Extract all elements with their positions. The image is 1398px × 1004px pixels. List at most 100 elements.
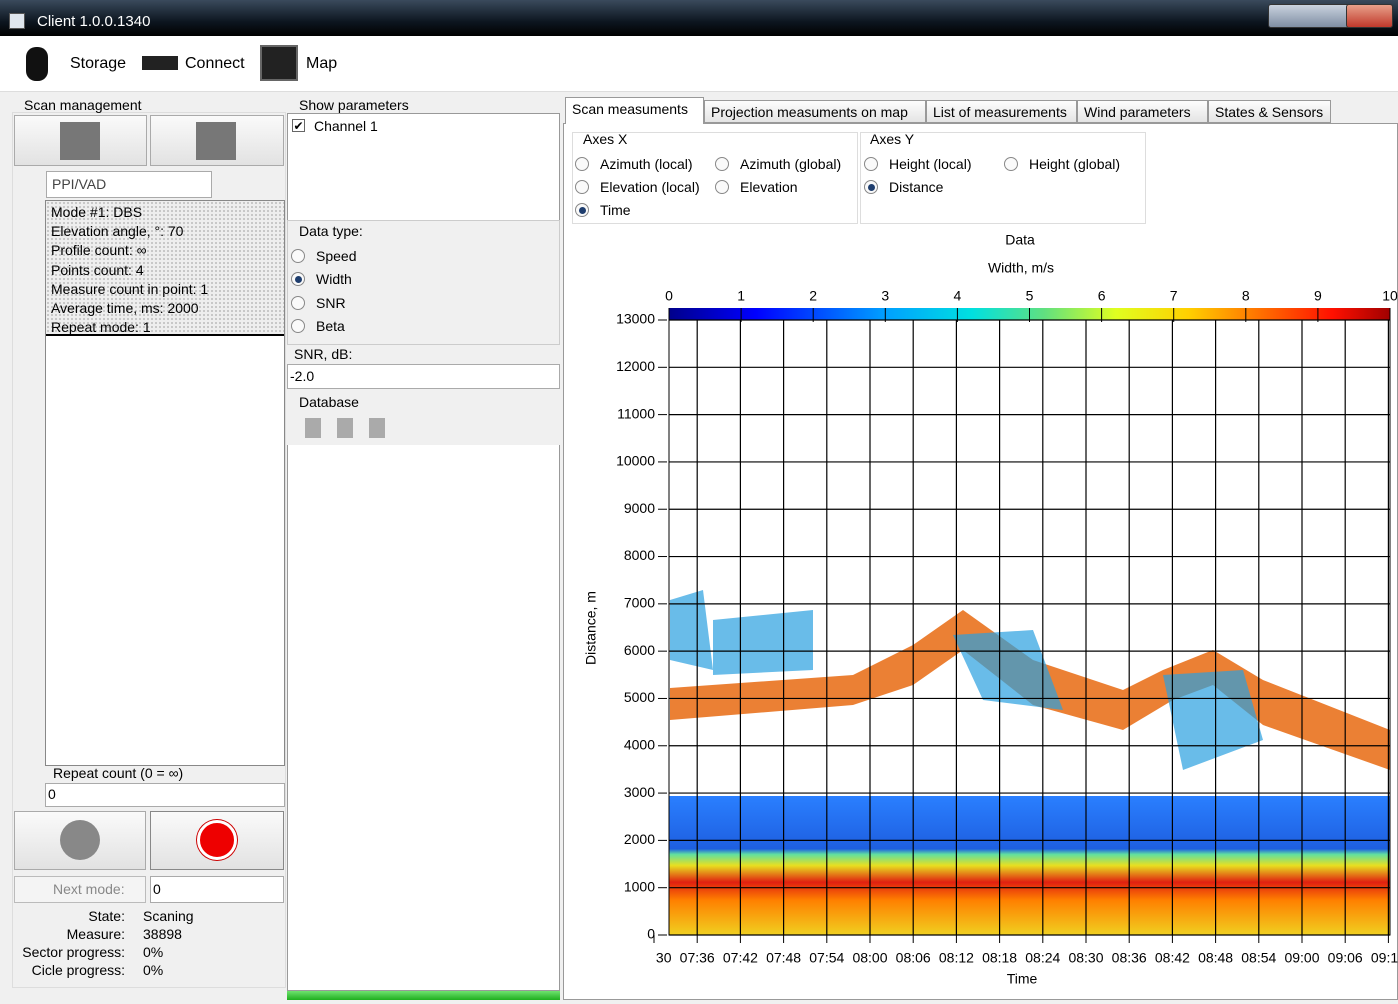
tab-label: Wind parameters (1084, 104, 1191, 120)
map-icon (260, 45, 298, 81)
colorbar-label: Width, m/s (988, 260, 1054, 276)
next-mode-label: Next mode: (53, 881, 125, 897)
colorbar-tick-label: 10 (1382, 288, 1398, 304)
y-tick-label: 3000 (624, 784, 655, 800)
x-tick-label: 08:48 (1198, 950, 1233, 966)
x-tick-label: 08:36 (1112, 950, 1147, 966)
next-mode-input[interactable] (150, 876, 284, 903)
status-value: Scaning (143, 908, 194, 924)
connect-icon (142, 56, 178, 70)
colorbar-tick-label: 0 (665, 288, 673, 304)
tab-label: Projection measuments on map (711, 104, 908, 120)
y-tick-label: 10000 (616, 453, 655, 469)
y-tick-label: 6000 (624, 642, 655, 658)
channel-label: Channel 1 (314, 118, 378, 134)
colorbar-tick-label: 6 (1098, 288, 1106, 304)
toolbar-button: Map (306, 56, 337, 72)
title-bar (0, 0, 1398, 36)
axis-radio[interactable] (1004, 157, 1018, 171)
colorbar-tick-label: 4 (954, 288, 962, 304)
app-icon (9, 13, 25, 29)
repeat-input[interactable] (45, 783, 285, 807)
play-icon (60, 820, 100, 860)
mode-info: Elevation angle, °: 70 (51, 223, 183, 239)
snr-label: SNR, dB: (294, 346, 352, 362)
colorbar-tick-label: 5 (1026, 288, 1034, 304)
y-tick-label: 11000 (617, 405, 655, 421)
chart: DataWidth, m/s01234567891001000200030004… (563, 130, 1398, 1000)
status-label: Cicle progress: (32, 962, 125, 978)
colorbar-tick-label: 3 (881, 288, 889, 304)
toolbar-button: Connect (185, 56, 245, 72)
y-tick-label: 1000 (624, 878, 655, 894)
stop-icon (197, 820, 237, 860)
download-icon (196, 122, 236, 160)
x-tick-label: 07:30 (636, 950, 671, 966)
repeat-value: 0 (48, 786, 56, 802)
storage-icon (26, 47, 48, 81)
x-tick-label: 07:48 (766, 950, 801, 966)
x-tick-label: 09:12 (1371, 950, 1398, 966)
app-window: DataWidth, m/s01234567891001000200030004… (0, 0, 1398, 1004)
x-axis-labels: 07:3007:3607:4207:4807:5408:0008:0608:12… (636, 950, 1398, 966)
data-type-label: Speed (316, 248, 356, 264)
axis-radio-dot (579, 207, 586, 214)
group-title: Database (299, 394, 359, 410)
x-tick-label: 09:06 (1328, 950, 1363, 966)
data-type-radio[interactable] (291, 319, 305, 333)
mode-info: Mode #1: DBS (51, 204, 142, 220)
tab-label: List of measurements (933, 104, 1067, 120)
group-title: Data type: (299, 223, 363, 239)
x-tick-label: 08:18 (982, 950, 1017, 966)
status-value: 0% (143, 962, 163, 978)
x-tick-label: 08:30 (1068, 950, 1103, 966)
axis-radio[interactable] (864, 157, 878, 171)
status-value: 0% (143, 944, 163, 960)
axis-option: Height (local) (889, 156, 971, 172)
x-tick-label: 07:42 (723, 950, 758, 966)
chart-title: Data (1005, 232, 1035, 248)
mode-value: PPI/VAD (52, 176, 106, 192)
x-tick-label: 08:06 (896, 950, 931, 966)
database-tools (305, 418, 385, 438)
axis-radio[interactable] (575, 180, 589, 194)
y-tick-label: 5000 (624, 689, 655, 705)
axis-radio[interactable] (575, 157, 589, 171)
progress-bar (287, 991, 560, 1000)
repeat-label: Repeat count (0 = ∞) (53, 765, 183, 781)
window-title: Client 1.0.0.1340 (37, 14, 150, 30)
mode-info: Measure count in point: 1 (51, 281, 208, 297)
data-type-radio[interactable] (291, 296, 305, 310)
heatmap (669, 590, 1390, 935)
y-tick-label: 7000 (624, 595, 655, 611)
tab-label: States & Sensors (1215, 104, 1323, 120)
data-type-label: Width (316, 271, 352, 287)
mode-info: Average time, ms: 2000 (51, 300, 199, 316)
x-axis-label: Time (1007, 971, 1038, 987)
y-tick-label: 13000 (616, 311, 655, 327)
x-tick-label: 08:24 (1025, 950, 1060, 966)
x-tick-label: 09:00 (1284, 950, 1319, 966)
axis-radio[interactable] (715, 180, 729, 194)
group-title: Axes Y (870, 131, 914, 147)
colorbar-tick-label: 8 (1242, 288, 1250, 304)
x-tick-label: 08:42 (1155, 950, 1190, 966)
data-type-radio[interactable] (291, 249, 305, 263)
axis-radio-dot (868, 184, 875, 191)
y-axis-label: Distance, m (583, 591, 599, 665)
close-button[interactable] (1346, 4, 1393, 28)
axis-option: Elevation (local) (600, 179, 700, 195)
checkbox[interactable]: ✔ (292, 119, 305, 132)
y-tick-label: 2000 (624, 831, 655, 847)
axis-option: Azimuth (local) (600, 156, 693, 172)
snr-value: -2.0 (290, 368, 314, 384)
y-tick-label: 9000 (624, 500, 655, 516)
axis-option: Height (global) (1029, 156, 1120, 172)
data-type-label: SNR (316, 295, 346, 311)
snr-input[interactable] (287, 364, 560, 389)
mode-info: Profile count: ∞ (51, 242, 147, 258)
x-tick-label: 08:00 (852, 950, 887, 966)
status-label: Measure: (67, 926, 125, 942)
data-type-label: Beta (316, 318, 345, 334)
axis-radio[interactable] (715, 157, 729, 171)
